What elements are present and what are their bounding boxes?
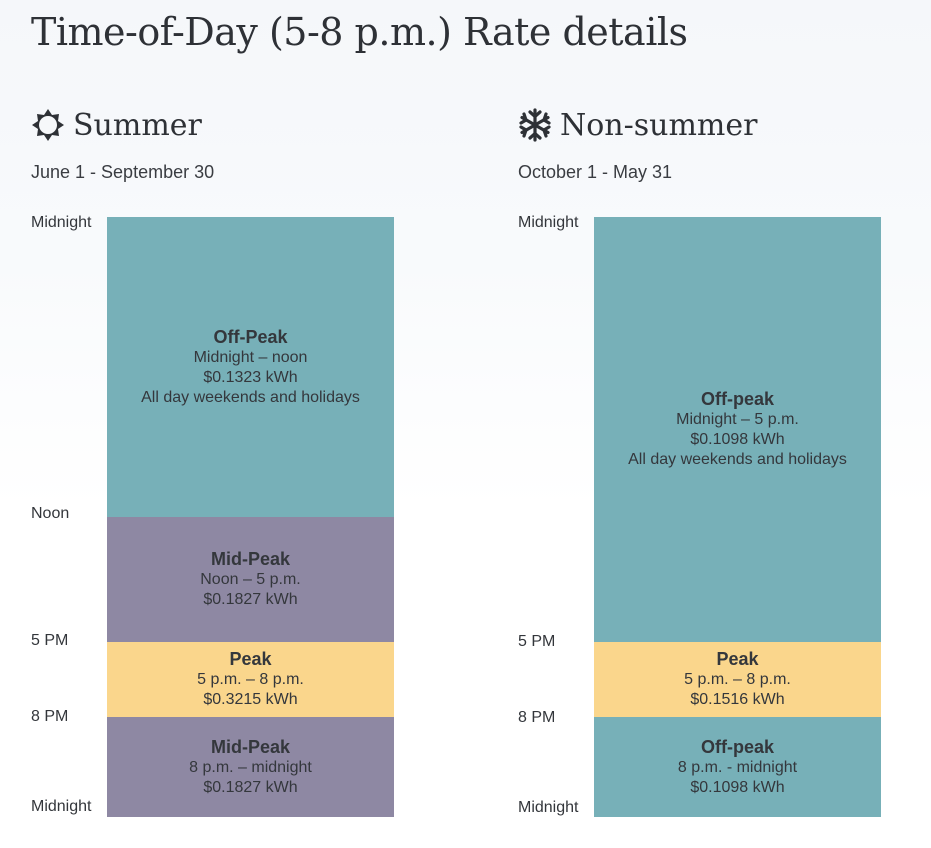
block-name: Peak xyxy=(716,649,759,669)
summer-label-noon: Noon xyxy=(31,505,70,522)
non-summer-rate-bar: Off-peak Midnight – 5 p.m. $0.1098 kWh A… xyxy=(594,217,881,817)
block-time: 5 p.m. – 8 p.m. xyxy=(197,671,304,688)
summer-section: Summer June 1 - September 30 xyxy=(31,100,451,183)
summer-label-midnight-start: Midnight xyxy=(31,214,92,231)
non-summer-block-peak: Peak 5 p.m. – 8 p.m. $0.1516 kWh xyxy=(594,642,881,717)
block-rate: $0.1098 kWh xyxy=(690,778,785,796)
summer-title: Summer xyxy=(73,107,202,143)
non-summer-label-midnight-start: Midnight xyxy=(518,214,579,231)
block-time: Noon – 5 p.m. xyxy=(200,571,301,588)
block-name: Mid-Peak xyxy=(210,549,291,569)
summer-rate-bar: Off-Peak Midnight – noon $0.1323 kWh All… xyxy=(107,217,394,817)
summer-block-off-peak: Off-Peak Midnight – noon $0.1323 kWh All… xyxy=(107,217,394,517)
block-name: Peak xyxy=(229,649,272,669)
page-title: Time-of-Day (5-8 p.m.) Rate details xyxy=(31,10,688,54)
non-summer-block-off-peak-evening: Off-peak 8 p.m. - midnight $0.1098 kWh xyxy=(594,717,881,817)
block-time: 8 p.m. – midnight xyxy=(189,758,312,776)
block-rate: $0.1827 kWh xyxy=(203,778,298,796)
block-rate: $0.3215 kWh xyxy=(203,691,298,708)
block-name: Mid-Peak xyxy=(210,736,291,757)
sun-icon xyxy=(31,108,65,142)
block-name: Off-Peak xyxy=(213,326,288,347)
non-summer-label-8pm: 8 PM xyxy=(518,709,556,726)
non-summer-heading: Non-summer xyxy=(518,100,931,150)
block-rate: $0.1516 kWh xyxy=(690,691,785,708)
block-time: Midnight – 5 p.m. xyxy=(676,411,799,428)
summer-label-midnight-end: Midnight xyxy=(31,798,92,815)
block-note: All day weekends and holidays xyxy=(628,451,847,468)
non-summer-label-5pm: 5 PM xyxy=(518,633,556,650)
block-time: Midnight – noon xyxy=(193,348,308,366)
non-summer-title: Non-summer xyxy=(560,107,758,143)
block-name: Off-peak xyxy=(700,736,774,757)
block-name: Off-peak xyxy=(700,389,774,409)
block-rate: $0.1323 kWh xyxy=(203,368,298,386)
summer-label-8pm: 8 PM xyxy=(31,708,69,725)
block-note: All day weekends and holidays xyxy=(141,388,360,406)
snowflake-icon xyxy=(518,108,552,142)
summer-label-5pm: 5 PM xyxy=(31,632,69,649)
summer-block-mid-peak-afternoon: Mid-Peak Noon – 5 p.m. $0.1827 kWh xyxy=(107,517,394,642)
block-rate: $0.1827 kWh xyxy=(203,591,298,608)
summer-block-peak: Peak 5 p.m. – 8 p.m. $0.3215 kWh xyxy=(107,642,394,717)
non-summer-block-off-peak-day: Off-peak Midnight – 5 p.m. $0.1098 kWh A… xyxy=(594,217,881,642)
block-time: 8 p.m. - midnight xyxy=(677,758,798,776)
non-summer-section: Non-summer October 1 - May 31 xyxy=(518,100,931,183)
block-rate: $0.1098 kWh xyxy=(690,431,785,448)
summer-block-mid-peak-evening: Mid-Peak 8 p.m. – midnight $0.1827 kWh xyxy=(107,717,394,817)
non-summer-dates: October 1 - May 31 xyxy=(518,162,673,182)
non-summer-label-midnight-end: Midnight xyxy=(518,799,579,816)
summer-dates: June 1 - September 30 xyxy=(31,162,215,182)
block-time: 5 p.m. – 8 p.m. xyxy=(684,671,791,688)
summer-heading: Summer xyxy=(31,100,451,150)
